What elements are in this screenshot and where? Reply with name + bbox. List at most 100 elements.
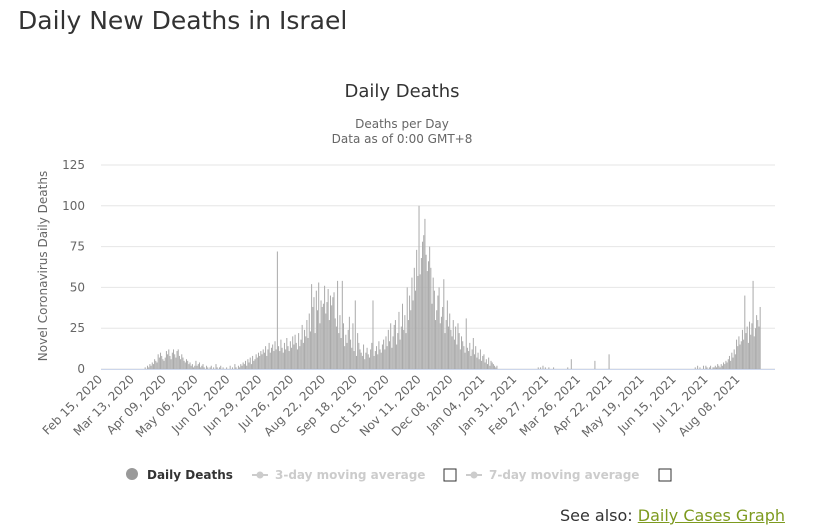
bar [306,320,308,369]
bar [320,300,322,369]
bar [232,367,234,369]
bar [694,367,696,369]
bar [720,364,722,369]
bar [360,352,362,369]
bar [438,287,440,369]
bar [443,279,445,369]
daily-cases-graph-link[interactable]: Daily Cases Graph [637,506,785,525]
bar [253,360,255,369]
bar [157,354,159,369]
bar [185,359,187,369]
bar [406,287,408,369]
bar [732,357,734,369]
bar [466,347,468,369]
bar [697,365,699,369]
bar [407,320,409,369]
legend-checkbox-3day[interactable] [443,468,457,482]
bar [363,344,365,369]
bar [751,323,753,369]
y-tick-label: 25 [70,321,85,335]
bar [385,336,387,369]
bar [195,360,197,369]
bar [261,354,263,369]
legend-item-7day-average[interactable]: 7-day moving average [466,468,639,482]
bar [207,367,209,369]
bar [453,339,455,369]
bar [483,354,485,369]
bar [245,360,247,369]
bar [312,306,314,369]
bar [346,342,348,369]
bar [171,352,173,369]
bar [311,284,313,369]
bar [721,365,723,369]
bar [317,310,319,369]
bar [182,357,184,369]
bar [156,362,158,369]
bar [181,354,183,369]
bar [287,346,289,369]
bar [348,316,350,369]
bar [398,311,400,369]
bar [335,326,337,369]
bar [270,347,272,369]
bar [325,313,327,369]
legend-marker-3day [256,471,264,479]
bar [268,342,270,369]
bar [451,336,453,369]
bar [430,267,432,369]
legend-item-daily-deaths[interactable]: Daily Deaths [126,468,233,482]
bar [299,346,301,369]
bar [163,360,165,369]
bar [394,320,396,369]
bar [759,306,761,369]
bar [482,355,484,369]
legend-item-3day-average[interactable]: 3-day moving average [252,468,425,482]
bar [188,364,190,369]
bar [449,313,451,369]
bar [344,346,346,369]
bar [293,344,295,369]
bar [202,364,204,369]
bar [376,346,378,369]
bar [200,367,202,369]
bar [753,336,755,369]
bar [570,359,572,369]
bar [352,323,354,369]
bar [491,362,493,369]
bar [387,329,389,369]
bar [269,352,271,369]
bar [275,349,277,369]
bar [147,365,149,369]
bar [444,333,446,369]
bar [154,359,156,369]
bar [537,367,539,369]
bar [450,329,452,369]
bar [180,359,182,369]
bar [477,352,479,369]
bar [397,333,399,369]
bar [726,362,728,369]
bar [263,352,265,369]
bar [327,289,329,369]
bar [339,315,341,369]
bar [731,352,733,369]
bar [474,354,476,369]
bar [706,367,708,369]
bar [756,315,758,369]
bar [492,364,494,369]
bar [417,275,419,369]
bar [158,357,160,369]
bar [267,349,269,369]
bar [469,342,471,369]
bar [708,367,710,369]
bar [372,300,374,369]
chart-title: Daily Deaths [344,81,459,102]
bar [219,367,221,369]
bar [210,365,212,369]
legend-checkbox-7day[interactable] [658,468,672,482]
bar [754,328,756,369]
bar [418,205,420,369]
bar [744,295,746,369]
